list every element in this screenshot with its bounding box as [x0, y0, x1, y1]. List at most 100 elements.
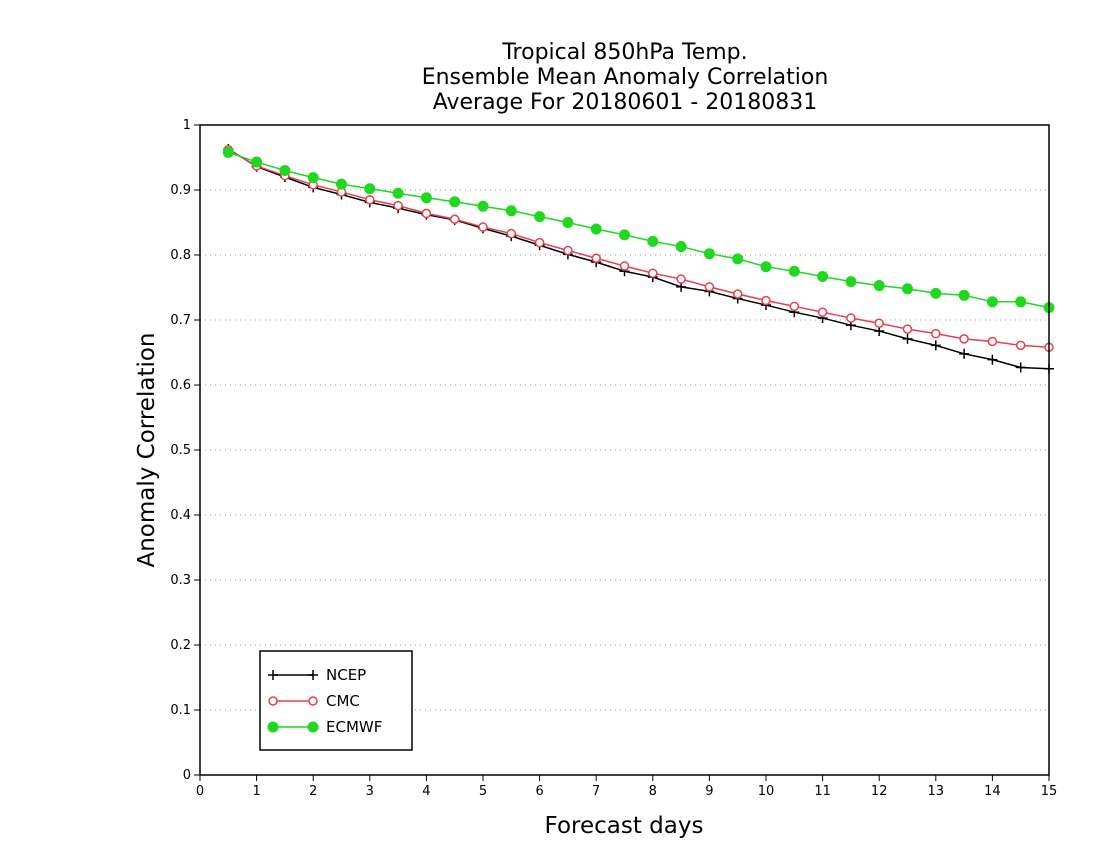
- ecmwf-point: [647, 235, 659, 247]
- x-tick-label: 14: [984, 784, 1001, 799]
- legend-marker-start-ncep: [268, 670, 278, 680]
- chart-title: Tropical 850hPa Temp. Ensemble Mean Anom…: [422, 40, 829, 115]
- series-line-ncep: [227, 148, 1050, 370]
- cmc-point: [421, 208, 432, 219]
- ecmwf-point: [251, 156, 263, 168]
- x-tick-label: 4: [422, 784, 430, 799]
- ecmwf-point: [307, 172, 319, 184]
- ecmwf-point: [449, 196, 461, 208]
- cmc-point: [846, 313, 856, 323]
- cmc-point: [959, 334, 969, 344]
- ecmwf-point: [279, 165, 291, 176]
- x-tick-label: 11: [814, 784, 831, 799]
- ecmwf-point: [420, 192, 432, 204]
- chart-title-line-1: Tropical 850hPa Temp.: [501, 40, 747, 65]
- series-cmc: [223, 144, 1054, 353]
- ecmwf-point: [845, 276, 857, 288]
- legend-item-ncep: NCEP: [268, 666, 366, 684]
- y-axis-label: Anomaly Correlation: [134, 332, 160, 567]
- x-tick-label: 2: [309, 784, 317, 799]
- ecmwf-point: [364, 183, 376, 195]
- ecmwf-point: [562, 217, 574, 228]
- ecmwf-point: [930, 287, 942, 299]
- cmc-point: [761, 295, 771, 306]
- ncep-point: [902, 333, 913, 344]
- cmc-point: [987, 336, 998, 347]
- x-tick-label: 7: [592, 784, 600, 799]
- y-tick-label: 0.1: [170, 703, 191, 718]
- legend-marker-end-cmc: [308, 696, 318, 706]
- ecmwf-point: [590, 223, 602, 235]
- cmc-point: [704, 282, 715, 292]
- x-tick-label: 10: [758, 784, 775, 799]
- legend-marker-start-ecmwf: [267, 721, 279, 733]
- x-tick-label: 3: [366, 784, 374, 799]
- chart-title-line-3: Average For 20180601 - 20180831: [433, 90, 818, 115]
- cmc-point: [874, 318, 884, 328]
- x-tick-label: 13: [928, 784, 945, 799]
- ncep-point: [959, 348, 970, 359]
- cmc-point: [365, 195, 375, 205]
- x-tick-label: 5: [479, 784, 487, 799]
- series-ecmwf: [222, 146, 1055, 314]
- series-line-cmc: [227, 149, 1050, 349]
- ecmwf-point: [534, 211, 546, 223]
- cmc-point: [732, 289, 743, 299]
- cmc-point: [817, 307, 828, 317]
- x-axis-label: Forecast days: [545, 813, 704, 839]
- legend: NCEP CMC ECMWF: [259, 650, 413, 751]
- cmc-point: [902, 324, 913, 334]
- ecmwf-point: [902, 283, 913, 295]
- ecmwf-point: [619, 229, 630, 241]
- legend-item-cmc: CMC: [268, 692, 360, 710]
- y-tick-label: 0.4: [170, 508, 191, 523]
- y-tick-label: 0.3: [170, 573, 191, 588]
- y-tick-label: 0.7: [170, 313, 191, 328]
- ecmwf-point: [958, 289, 970, 301]
- ecmwf-point: [873, 280, 885, 292]
- axes-group: 00.10.20.30.40.50.60.70.80.910 1 2 3 4 5 6 7 8 9 1…: [170, 118, 1057, 799]
- x-tick-label: 9: [705, 784, 713, 799]
- x-tick-label: 1: [252, 784, 260, 799]
- cmc-point: [393, 200, 403, 211]
- ncep-point: [1015, 362, 1026, 373]
- y-tick-label: 0.2: [170, 638, 191, 653]
- ecmwf-point: [817, 270, 829, 282]
- ncep-point: [987, 354, 998, 365]
- y-tick-label: 0.6: [170, 378, 191, 393]
- cmc-point: [676, 274, 686, 284]
- legend-label-ncep: NCEP: [326, 666, 366, 684]
- x-tick-label: 0: [196, 784, 204, 799]
- ecmwf-point: [732, 253, 744, 265]
- ecmwf-point: [788, 265, 800, 277]
- y-tick-label: 0.5: [170, 443, 191, 458]
- legend-item-ecmwf: ECMWF: [267, 718, 382, 736]
- legend-label-ecmwf: ECMWF: [326, 718, 382, 736]
- ncep-point: [930, 340, 941, 351]
- x-tick-label: 8: [649, 784, 657, 799]
- x-tick-label: 6: [535, 784, 543, 799]
- cmc-point: [789, 301, 800, 312]
- legend-box: [259, 650, 413, 751]
- chart-title-line-2: Ensemble Mean Anomaly Correlation: [422, 65, 829, 90]
- legend-label-cmc: CMC: [326, 692, 360, 710]
- cmc-point: [478, 222, 488, 232]
- ecmwf-point: [336, 178, 347, 190]
- legend-marker-end-ecmwf: [307, 721, 319, 733]
- cmc-point: [506, 228, 517, 239]
- cmc-point: [931, 328, 941, 339]
- legend-marker-start-cmc: [268, 696, 278, 706]
- x-tick-label: 12: [871, 784, 888, 799]
- series-group: [222, 144, 1055, 374]
- y-tick-label: 0.9: [170, 183, 191, 198]
- ecmwf-point: [1015, 296, 1027, 308]
- series-line-ecmwf: [228, 151, 1050, 309]
- cmc-point: [619, 261, 630, 271]
- y-tick-label: 1: [183, 118, 191, 133]
- series-ncep: [223, 144, 1054, 374]
- ecmwf-point: [222, 146, 234, 158]
- cmc-point: [449, 214, 460, 224]
- legend-marker-end-ncep: [308, 670, 318, 680]
- cmc-point: [648, 268, 658, 278]
